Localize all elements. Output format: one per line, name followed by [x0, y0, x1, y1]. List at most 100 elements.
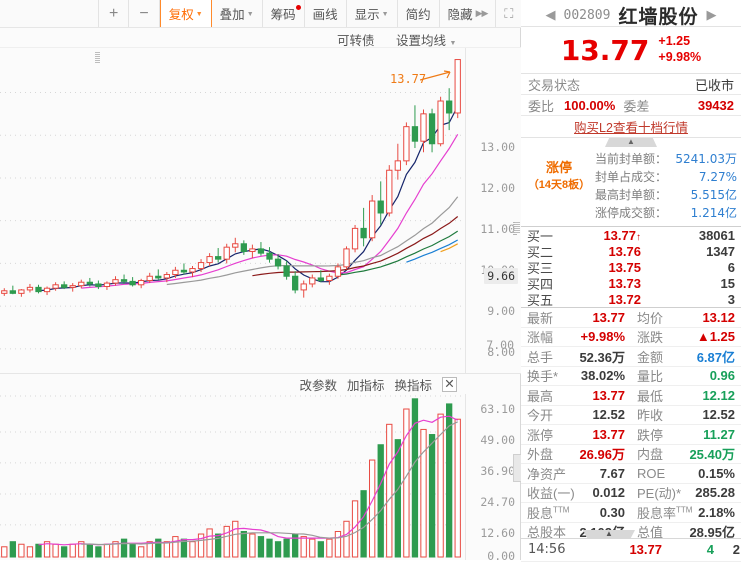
zoom-out-button[interactable]: −	[129, 0, 160, 27]
change-params-button[interactable]: 改参数	[299, 378, 337, 393]
stats-value: 0.012	[592, 485, 625, 501]
stats-row: 最高 13.77 最低 12.12	[521, 386, 741, 406]
stats-value: 13.77	[592, 387, 625, 403]
hide-button[interactable]: 隐藏 ▶▶	[440, 0, 497, 27]
trade-status-row: 交易状态 已收市	[521, 74, 741, 95]
last-price: 13.77	[560, 33, 650, 67]
fullscreen-button[interactable]: ⛶	[496, 0, 521, 27]
stats-value: 13.77	[592, 309, 625, 325]
stats-cell: PE(动)* 285.28	[631, 483, 741, 502]
stats-label: 总手	[527, 349, 554, 365]
callout-arrow-icon	[420, 70, 451, 81]
chevron-down-icon: ▼	[195, 11, 203, 18]
bid-price-value: 13.76	[608, 243, 641, 259]
limit-stat-label: 最高封单额：	[595, 188, 668, 202]
volume-axis: 63.10 49.00 36.90 24.70 12.60 0.00	[465, 394, 521, 563]
bid-label: 买二	[527, 244, 554, 260]
stats-label: 最新	[527, 310, 554, 326]
price-tick: 13.00	[480, 140, 515, 154]
bid-volume: 1347	[706, 243, 735, 259]
quote-panel-grip[interactable]	[515, 222, 520, 234]
stats-label: 总值	[637, 525, 664, 541]
collapse-bar[interactable]: ▲	[521, 138, 741, 147]
stats-value: 12.52	[702, 407, 735, 423]
panel-divider	[0, 373, 521, 374]
price-chart-area[interactable]: 13.77 13.00 12.00 11.00 10.00 9.66 9.00 …	[0, 48, 521, 373]
chevron-down-icon: ▼	[246, 11, 254, 18]
l2-promo-row[interactable]: 购买L2查看十档行情	[521, 116, 741, 138]
stats-cell: 最低 12.12	[631, 386, 741, 405]
set-ma-button[interactable]: 设置均线 ▼	[396, 30, 456, 49]
close-icon: ✕	[444, 376, 455, 391]
stats-label: 内盘	[637, 447, 664, 463]
close-indicator-button[interactable]: ✕	[442, 376, 457, 392]
stats-row: 涨停 13.77 跌停 11.27	[521, 425, 741, 445]
stats-cell: 净资产 7.67	[521, 464, 631, 483]
stats-cell: 总值 28.95亿	[631, 522, 741, 541]
limit-stats: 当前封单额： 5241.03万 封单占成交： 7.27% 最高封单额： 5.515亿 …	[595, 150, 737, 222]
limit-up-block: 涨停 （14天8板） 当前封单额： 5241.03万 封单占成交： 7.27% 最高…	[521, 147, 741, 227]
bid-label: 买五	[527, 292, 554, 308]
stats-label: 最低	[637, 388, 664, 404]
bid-price: 13.76	[567, 244, 641, 259]
bid-row[interactable]: 买一 13.77↑ 38061	[521, 227, 741, 244]
bid-price-value: 13.73	[608, 275, 641, 291]
quote-header: ◀ 002809 红墙股份 ▶	[521, 0, 741, 28]
overlay-button[interactable]: 叠加 ▼	[212, 0, 263, 27]
stats-label: 跌停	[637, 427, 664, 443]
bid-price: 13.75	[567, 260, 641, 275]
volume-plot[interactable]	[0, 394, 465, 560]
switch-indicator-button[interactable]: 换指标	[394, 378, 432, 393]
stats-label: 量比	[637, 369, 664, 385]
stock-code: 002809	[563, 7, 611, 23]
tick-count: 2	[732, 542, 740, 557]
stock-name: 红墙股份	[618, 6, 699, 28]
stats-value: 11.27	[703, 426, 735, 442]
limit-stat-row: 涨停成交额： 1.214亿	[595, 204, 737, 222]
stats-cell: 涨跌 ▲1.25	[631, 327, 741, 346]
volume-tick: 63.10	[480, 402, 515, 416]
bid-price: 13.72	[567, 292, 641, 307]
add-indicator-button[interactable]: 加指标	[346, 378, 385, 393]
hide-label: 隐藏	[447, 8, 473, 22]
bid-row[interactable]: 买二 13.76 1347	[521, 243, 741, 260]
zoom-in-button[interactable]: +	[99, 0, 130, 27]
bid-row[interactable]: 买三 13.75 6	[521, 259, 741, 276]
stats-cell: 昨收 12.52	[631, 405, 741, 424]
chips-button[interactable]: 筹码	[263, 0, 305, 27]
l2-purchase-link[interactable]: 购买L2查看十档行情	[574, 121, 688, 135]
stats-label: 收益(一)	[527, 486, 575, 502]
display-button[interactable]: 显示 ▼	[347, 0, 398, 27]
stats-value: 13.77	[592, 426, 625, 442]
bid-row[interactable]: 买五 13.72 3	[521, 291, 741, 308]
weibi-row: 委比 100.00% 委差 39432	[521, 95, 741, 116]
drawline-button[interactable]: 画线	[305, 0, 347, 27]
footer-resize-handle[interactable]: ▲	[583, 530, 635, 538]
chart-column: + − 复权 ▼ 叠加 ▼ 筹码 画线 显示 ▼ 简约 隐藏 ▶▶ ⛶ 可转债 设置均线…	[0, 0, 523, 563]
stats-cell: 股息TTM 0.30	[521, 503, 631, 522]
chart-drag-handle[interactable]	[95, 52, 100, 63]
prev-stock-icon[interactable]: ◀	[545, 7, 556, 22]
volume-tick: 49.00	[480, 433, 515, 447]
stats-value: 0.15%	[698, 465, 735, 481]
indicator-toolbar: 改参数 加指标 换指标 ✕	[0, 374, 465, 394]
chips-label: 筹码	[270, 8, 296, 22]
weibi-label: 委比	[528, 98, 555, 114]
trade-status-value: 已收市	[694, 77, 734, 93]
candlestick-plot[interactable]	[0, 48, 465, 373]
price-change: +1.25	[658, 34, 691, 49]
limit-stat-label: 封单占成交：	[595, 170, 668, 184]
bid-row[interactable]: 买四 13.73 15	[521, 275, 741, 292]
fuquan-button[interactable]: 复权 ▼	[159, 0, 212, 27]
limit-badge-title: 涨停	[545, 160, 572, 175]
volume-tick: 36.90	[480, 464, 515, 478]
fullscreen-icon: ⛶	[504, 5, 514, 21]
notification-dot-icon	[295, 5, 301, 10]
convertible-bond-toggle[interactable]: 可转债	[337, 34, 375, 48]
collapse-toggle-icon[interactable]: ▲	[605, 138, 657, 147]
next-stock-icon[interactable]: ▶	[706, 7, 717, 22]
simple-mode-button[interactable]: 简约	[398, 0, 440, 27]
limit-badge-sub: （14天8板）	[527, 178, 591, 191]
stats-label: 外盘	[527, 447, 554, 463]
bid-list: 买一 13.77↑ 38061 买二 13.76 1347 买三 13.75 6 买四 13.…	[521, 227, 741, 308]
